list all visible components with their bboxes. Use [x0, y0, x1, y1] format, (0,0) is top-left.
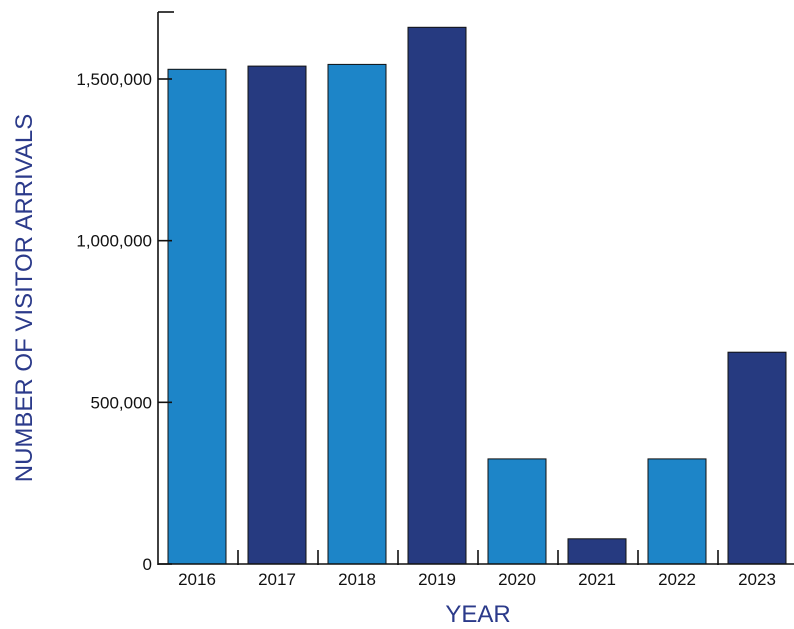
x-tick-label-2023: 2023: [738, 570, 776, 589]
axes-group: [157, 11, 794, 565]
x-axis-title: YEAR: [445, 601, 510, 628]
y-tick-label-1500000: 1,500,000: [76, 70, 152, 89]
bar-2020: [487, 458, 547, 565]
y-tick-label-1000000: 1,000,000: [76, 232, 152, 251]
bar-2021: [567, 538, 627, 565]
bar-2019: [407, 26, 467, 565]
bar-2022: [647, 458, 707, 565]
bar-2023: [727, 351, 787, 565]
x-tick-label-2016: 2016: [178, 570, 216, 589]
x-tick-label-2022: 2022: [658, 570, 696, 589]
x-tick-label-2019: 2019: [418, 570, 456, 589]
x-tick-label-2020: 2020: [498, 570, 536, 589]
x-tick-label-2018: 2018: [338, 570, 376, 589]
bar-2016: [167, 68, 227, 565]
bar-2018: [327, 63, 387, 565]
y-axis-title: NUMBER OF VISITOR ARRIVALS: [11, 114, 38, 483]
x-tick-label-2017: 2017: [258, 570, 296, 589]
bars-group: [167, 26, 787, 565]
y-tick-label-500000: 500,000: [91, 393, 152, 412]
bar-2017: [247, 65, 307, 565]
tick-labels-group: 0 500,000 1,000,000 1,500,000 2016 2017 2018 20…: [76, 70, 776, 589]
y-tick-label-0: 0: [143, 555, 152, 574]
x-tick-label-2021: 2021: [578, 570, 616, 589]
